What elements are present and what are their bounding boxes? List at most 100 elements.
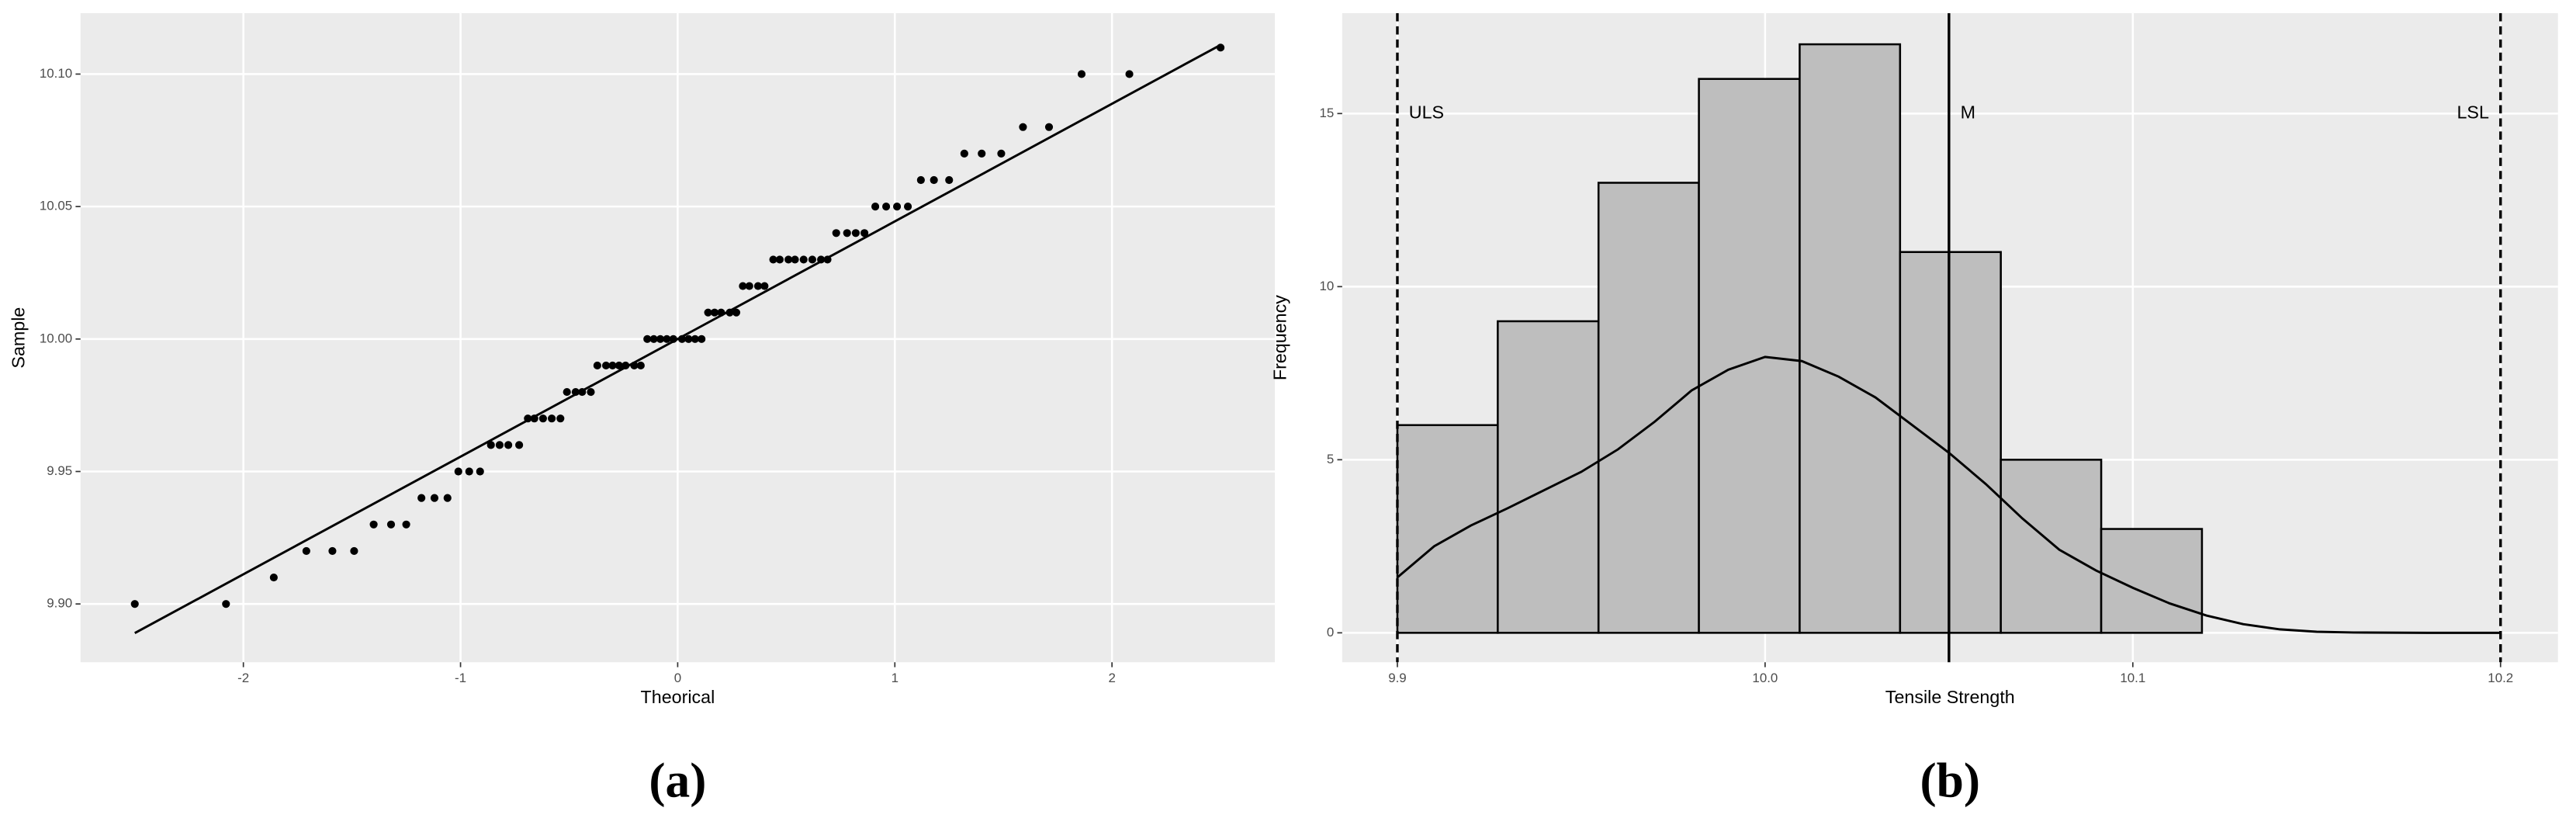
y-axis-title: Sample xyxy=(9,307,29,369)
point xyxy=(402,520,410,529)
point xyxy=(871,203,880,211)
x-tick-label: -1 xyxy=(455,671,466,685)
bar xyxy=(1698,78,1801,634)
point xyxy=(978,149,986,158)
point xyxy=(615,361,623,370)
point xyxy=(649,335,658,343)
point xyxy=(832,229,840,237)
point xyxy=(601,361,611,370)
point xyxy=(753,282,763,290)
point xyxy=(691,335,699,343)
y-tick-label: 10 xyxy=(1319,279,1334,293)
x-tick-label: -2 xyxy=(237,671,249,685)
y-tick-label: 9.90 xyxy=(47,596,72,611)
point xyxy=(643,335,652,343)
point xyxy=(504,441,513,449)
point xyxy=(739,282,747,290)
point xyxy=(760,282,769,290)
point xyxy=(222,600,230,608)
point xyxy=(997,149,1006,158)
point xyxy=(684,335,693,343)
x-axis-title: Tensile Strength xyxy=(1885,687,2015,707)
point xyxy=(930,175,938,185)
point xyxy=(1019,123,1027,131)
point xyxy=(808,255,817,264)
point xyxy=(495,441,504,449)
y-tick-label: 5 xyxy=(1327,452,1334,466)
density-curve xyxy=(1397,355,2501,634)
point xyxy=(328,546,337,555)
point xyxy=(916,175,925,185)
point xyxy=(860,229,869,237)
x-tick-label: 10.2 xyxy=(2488,671,2513,685)
x-tick-label: 1 xyxy=(892,671,898,685)
point xyxy=(945,175,954,185)
y-tick-label: 15 xyxy=(1319,106,1334,120)
point xyxy=(791,255,799,264)
point xyxy=(784,255,793,264)
y-tick-label: 10.10 xyxy=(40,66,72,81)
point xyxy=(563,388,571,397)
y-tick-label: 10.05 xyxy=(40,199,72,213)
y-tick-label: 0 xyxy=(1327,625,1334,640)
bar xyxy=(1396,424,1499,634)
point xyxy=(538,414,547,423)
point xyxy=(769,255,777,264)
point xyxy=(843,229,851,237)
point xyxy=(903,203,912,211)
point xyxy=(745,282,753,290)
vline-label: M xyxy=(1961,102,1975,122)
bar xyxy=(1497,320,1600,634)
x-tick-label: 9.9 xyxy=(1388,671,1407,685)
y-tick-label: 9.95 xyxy=(47,463,72,478)
point xyxy=(698,335,706,343)
point xyxy=(454,467,462,476)
x-tick-label: 10.0 xyxy=(1752,671,1778,685)
point xyxy=(556,414,565,423)
point xyxy=(302,546,310,555)
x-tick-label: 2 xyxy=(1108,671,1115,685)
point xyxy=(1044,123,1054,131)
point xyxy=(386,520,396,529)
point xyxy=(515,441,524,449)
vline-label: ULS xyxy=(1409,102,1444,122)
point xyxy=(1077,70,1086,78)
x-tick-label: 10.1 xyxy=(2120,671,2145,685)
point xyxy=(608,361,617,370)
point xyxy=(893,203,902,211)
vline-label: LSL xyxy=(2457,102,2488,122)
point xyxy=(465,467,473,476)
point xyxy=(369,520,378,529)
x-axis-title: Theorical xyxy=(641,687,715,707)
point xyxy=(704,308,712,317)
point xyxy=(732,308,741,317)
point xyxy=(130,600,139,608)
point xyxy=(882,203,891,211)
point xyxy=(587,388,595,397)
point xyxy=(593,361,601,370)
point xyxy=(775,255,784,264)
point xyxy=(710,308,719,317)
reference-line xyxy=(134,43,1221,635)
point xyxy=(269,573,278,582)
point xyxy=(417,494,426,502)
point xyxy=(656,335,665,343)
point xyxy=(663,335,671,343)
y-axis-title: Frequency xyxy=(1270,295,1290,380)
point xyxy=(476,467,484,476)
point xyxy=(548,414,556,423)
bar xyxy=(1597,182,1700,634)
caption: (a) xyxy=(649,753,706,808)
bar xyxy=(2000,459,2103,634)
x-tick-label: 0 xyxy=(674,671,681,685)
point xyxy=(430,494,439,502)
caption: (b) xyxy=(1920,753,1980,808)
point xyxy=(636,361,645,370)
y-tick-label: 10.00 xyxy=(40,331,72,345)
point xyxy=(851,229,860,237)
point xyxy=(960,149,968,158)
point xyxy=(1125,70,1134,78)
point xyxy=(350,546,358,555)
point xyxy=(486,441,495,449)
